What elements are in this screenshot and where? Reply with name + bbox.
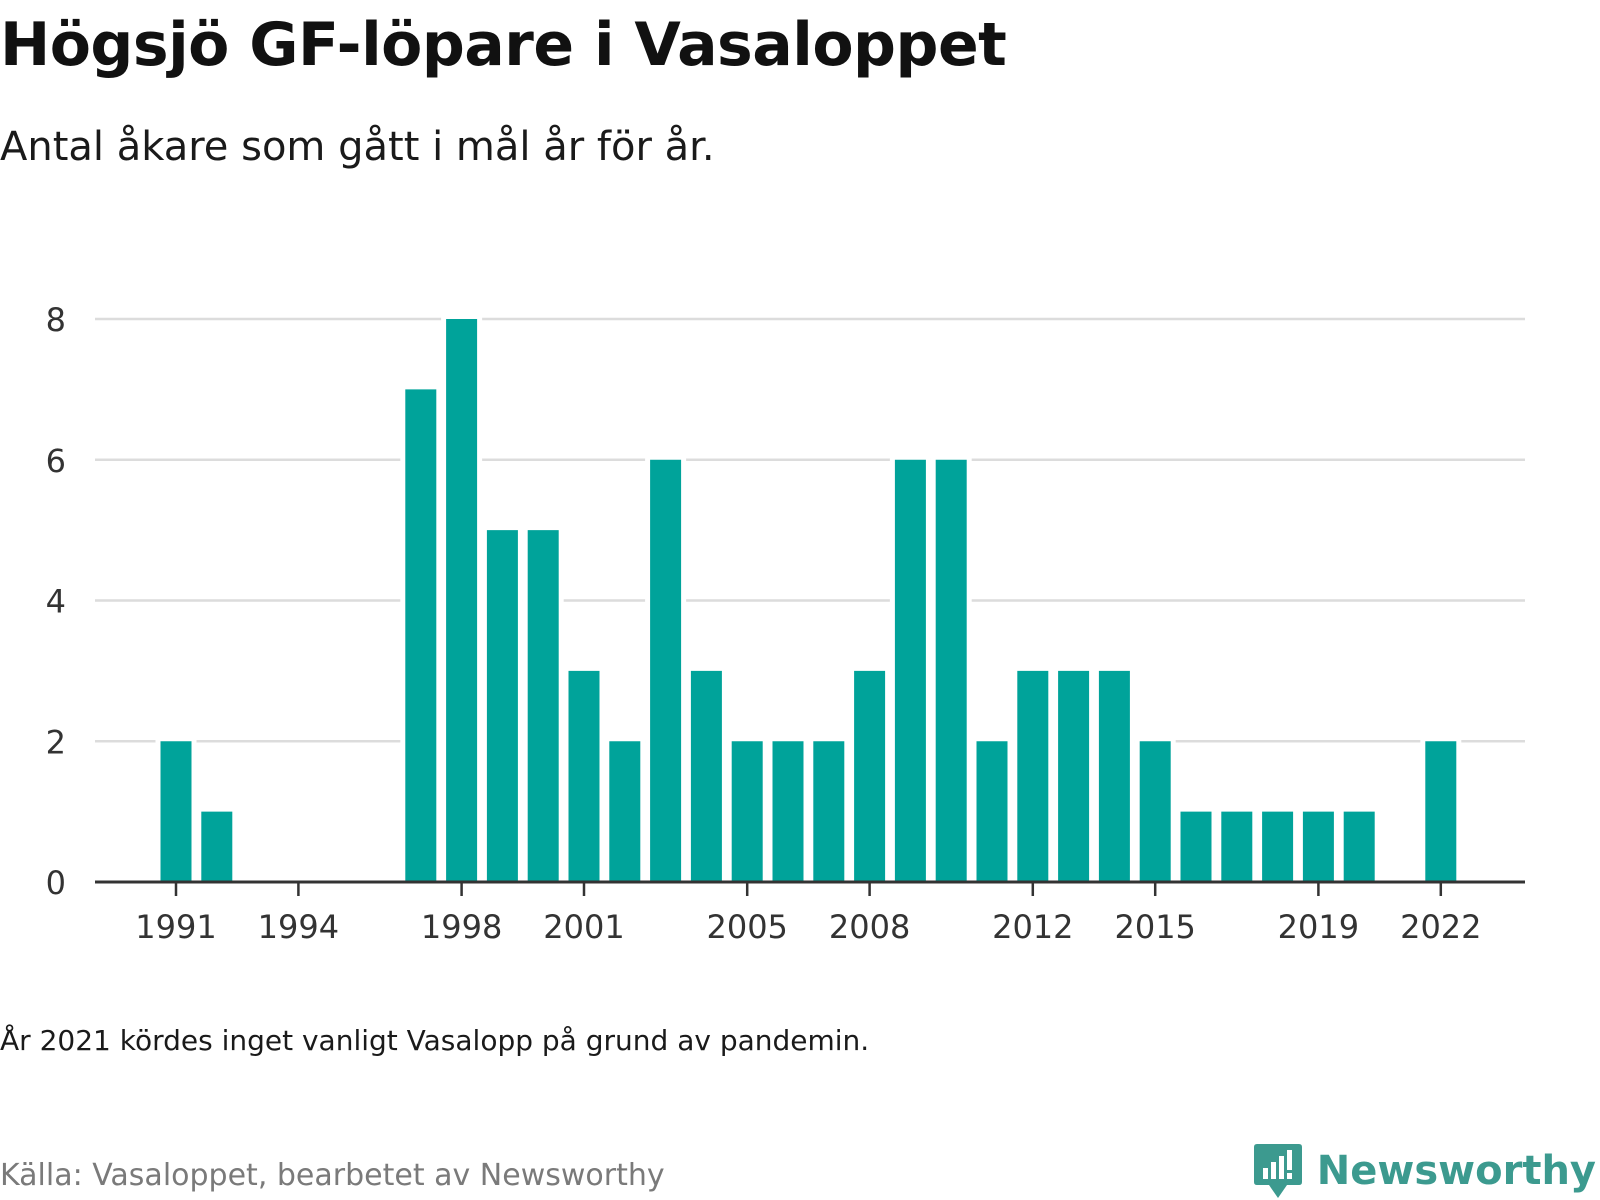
bar-2006 <box>767 736 809 887</box>
x-tick-label: 2005 <box>706 908 787 946</box>
bar-2004 <box>685 665 727 887</box>
bar-2007 <box>808 736 850 887</box>
x-tick-label: 2015 <box>1114 908 1195 946</box>
newsworthy-logo-icon <box>1253 1144 1302 1198</box>
bar-1991 <box>155 736 197 887</box>
bar-2013 <box>1053 665 1095 887</box>
bar-2014 <box>1093 665 1135 887</box>
bar-2002 <box>604 736 646 887</box>
y-axis-tick-labels: 0 2 4 6 8 <box>46 301 66 902</box>
bar-2009 <box>889 454 931 887</box>
x-tick-label: 1998 <box>421 908 502 946</box>
bar-2010 <box>930 454 972 887</box>
y-tick-label: 8 <box>46 301 66 339</box>
bar-2012 <box>1012 665 1054 887</box>
y-tick-label: 4 <box>46 583 66 621</box>
chart-subtitle: Antal åkare som gått i mål år för år. <box>0 124 715 170</box>
bar-2019 <box>1297 806 1339 887</box>
x-tick-label: 2012 <box>992 908 1073 946</box>
brand-logo-group: Newsworthy <box>1253 1142 1596 1200</box>
bar-1999 <box>481 525 523 887</box>
chart-title: Högsjö GF-löpare i Vasaloppet <box>0 10 1007 80</box>
bar-2020 <box>1338 806 1380 887</box>
x-tick-label: 2001 <box>543 908 624 946</box>
bar-2016 <box>1175 806 1217 887</box>
bar-2018 <box>1257 806 1299 887</box>
y-tick-label: 0 <box>46 864 66 902</box>
chart-note: År 2021 kördes inget vanligt Vasalopp på… <box>0 1024 870 1057</box>
x-tick-label: 1994 <box>258 908 339 946</box>
bar-2003 <box>645 454 687 887</box>
y-tick-label: 6 <box>46 442 66 480</box>
bar-2017 <box>1216 806 1258 887</box>
x-tick-label: 2019 <box>1278 908 1359 946</box>
x-axis-tick-labels: 1991 1994 1998 2001 2005 2008 2012 2015 2019 2022 <box>135 882 1482 946</box>
x-tick-label: 2008 <box>829 908 910 946</box>
brand-name: Newsworthy <box>1316 1148 1596 1194</box>
x-tick-label: 1991 <box>135 908 216 946</box>
bar-1992 <box>196 806 238 887</box>
grid-lines <box>95 317 1525 743</box>
source-text: Källa: Vasaloppet, bearbetet av Newswort… <box>0 1158 665 1193</box>
bar-2005 <box>726 736 768 887</box>
bar-2008 <box>849 665 891 887</box>
bar-1997 <box>400 384 442 887</box>
y-tick-label: 2 <box>46 723 66 761</box>
bar-2000 <box>522 525 564 887</box>
bar-1998 <box>441 314 483 887</box>
x-tick-label: 2022 <box>1400 908 1481 946</box>
bar-2011 <box>971 736 1013 887</box>
bar-2022 <box>1420 736 1462 887</box>
bar-2001 <box>563 665 605 887</box>
bar-chart: 0 2 4 6 8 1991 1994 1998 2001 2005 2008 2012 2015 20… <box>46 301 1525 946</box>
bar-2015 <box>1134 736 1176 887</box>
